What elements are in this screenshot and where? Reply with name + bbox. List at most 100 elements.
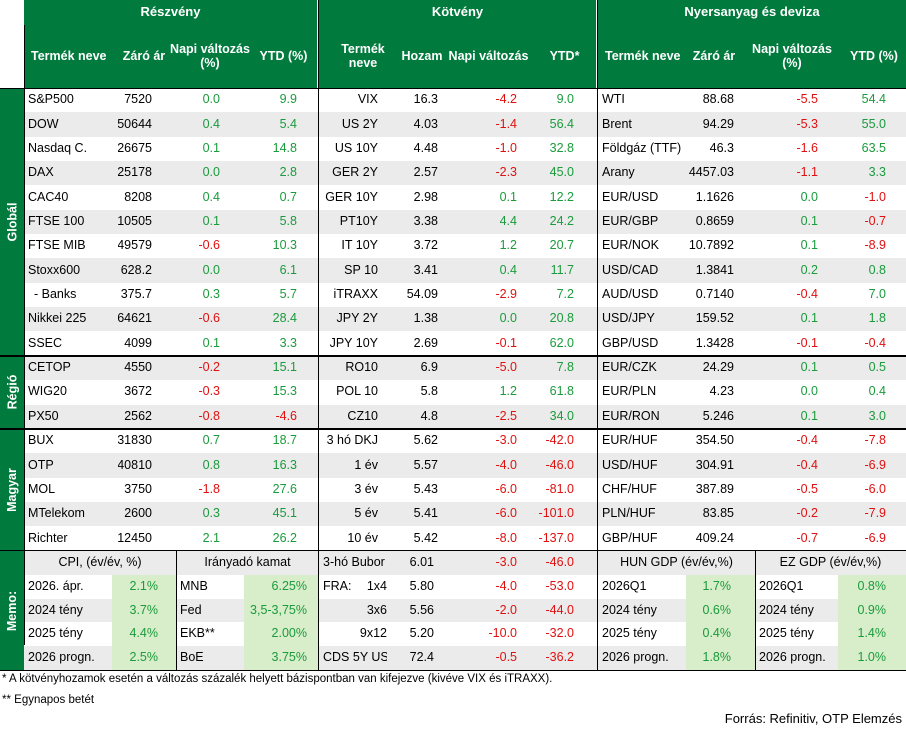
memo-bond-sublabel bbox=[340, 646, 390, 670]
share-value: 4099 bbox=[124, 335, 152, 350]
share-value: 0.8 bbox=[202, 457, 220, 472]
bond-value: -4.0 bbox=[495, 457, 517, 472]
bond-value: -4.2 bbox=[495, 92, 517, 107]
commodity-value: 94.29 bbox=[702, 116, 734, 131]
share-value: 4550 bbox=[124, 360, 152, 375]
share-name: Nikkei 225 bbox=[28, 311, 87, 326]
bond-value: 20.8 bbox=[549, 311, 574, 326]
bond-value: 2.98 bbox=[413, 189, 438, 204]
ez-gdp-value: 0.8% bbox=[838, 574, 906, 599]
rate-value: 3.75% bbox=[244, 646, 319, 670]
commodity-value: 0.0 bbox=[800, 384, 818, 399]
memo-bond-value: 72.4 bbox=[409, 650, 434, 665]
row-divider bbox=[0, 87, 906, 89]
bond-value: 16.3 bbox=[413, 92, 438, 107]
ez-gdp-label: 2024 tény bbox=[759, 602, 814, 617]
commodity-value: -0.7 bbox=[864, 214, 886, 229]
bond-value: 0.0 bbox=[499, 311, 517, 326]
memo-bond-sublabel: 9x12 bbox=[359, 626, 387, 641]
share-value: 45.1 bbox=[272, 506, 297, 521]
bond-name: US 10Y bbox=[334, 140, 378, 155]
commodity-value: 46.3 bbox=[709, 140, 734, 155]
table-bottom-line bbox=[0, 670, 906, 671]
commodity-value: 0.5 bbox=[868, 360, 886, 375]
share-value: 375.7 bbox=[120, 287, 152, 302]
footnote: ** Egynapos betét bbox=[2, 694, 95, 706]
memo-bond-ytd: -32.0 bbox=[545, 626, 575, 641]
rate-header: Irányadó kamat bbox=[204, 555, 291, 570]
commodity-name: Arany bbox=[602, 165, 635, 180]
commodity-value: -0.4 bbox=[796, 287, 818, 302]
share-value: -0.3 bbox=[198, 384, 220, 399]
share-value: 2562 bbox=[124, 408, 152, 423]
bond-value: 1.38 bbox=[413, 311, 438, 326]
bond-value: -2.3 bbox=[495, 165, 517, 180]
column-divider bbox=[23, 25, 25, 645]
bond-name: GER 2Y bbox=[332, 165, 378, 180]
share-value: 28.4 bbox=[272, 311, 297, 326]
share-value: -0.6 bbox=[198, 238, 220, 253]
bond-value: -2.9 bbox=[495, 287, 517, 302]
ez-gdp-value: 1.4% bbox=[838, 622, 906, 647]
commodity-value: -1.0 bbox=[864, 189, 886, 204]
bond-name: GER 10Y bbox=[325, 189, 378, 204]
column-header-commodities-2: Napi változás (%) bbox=[742, 25, 842, 88]
commodity-value: 24.29 bbox=[702, 360, 734, 375]
footnote: * A kötvényhozamok esetén a változás szá… bbox=[2, 673, 553, 685]
share-value: 26.2 bbox=[272, 530, 297, 545]
memo-bond-value: 6.01 bbox=[409, 555, 434, 570]
rate-label: EKB** bbox=[180, 626, 215, 641]
bond-name: JPY 10Y bbox=[329, 335, 378, 350]
share-value: 26675 bbox=[118, 140, 152, 155]
share-value: 0.1 bbox=[202, 140, 220, 155]
side-label-text: Magyar bbox=[5, 467, 19, 512]
share-value: 5.4 bbox=[279, 116, 297, 131]
bond-name: 1 év bbox=[354, 457, 378, 472]
commodity-value: 1.1626 bbox=[695, 189, 734, 204]
memo-bond-ytd: -36.2 bbox=[545, 650, 575, 665]
column-header-shares-1: Záró ár bbox=[118, 25, 170, 88]
share-value: 0.3 bbox=[202, 287, 220, 302]
share-name: DOW bbox=[28, 116, 59, 131]
share-name: Stoxx600 bbox=[28, 262, 81, 277]
memo-bond-ytd: -53.0 bbox=[545, 578, 575, 593]
column-divider bbox=[317, 0, 319, 670]
column-header-bonds-0: Termék neve bbox=[319, 25, 400, 88]
rate-label: BoE bbox=[180, 650, 204, 665]
share-value: -0.8 bbox=[198, 408, 220, 423]
share-value: 5.7 bbox=[279, 287, 297, 302]
row-divider bbox=[0, 355, 906, 357]
bond-value: 34.0 bbox=[549, 408, 574, 423]
column-header-commodities-0: Termék neve bbox=[598, 25, 686, 88]
commodity-value: 304.91 bbox=[695, 457, 734, 472]
bond-value: 7.8 bbox=[556, 360, 574, 375]
share-value: -0.6 bbox=[198, 311, 220, 326]
cpi-value: 2.5% bbox=[112, 646, 176, 670]
bond-value: 1.2 bbox=[499, 384, 517, 399]
bond-name: 10 év bbox=[347, 530, 378, 545]
share-value: 0.7 bbox=[279, 189, 297, 204]
commodity-name: GBP/HUF bbox=[602, 530, 658, 545]
bond-value: 3.41 bbox=[413, 262, 438, 277]
commodity-value: 0.4 bbox=[868, 384, 886, 399]
share-name: OTP bbox=[28, 457, 54, 472]
share-value: 15.1 bbox=[272, 360, 297, 375]
bond-value: 0.4 bbox=[499, 262, 517, 277]
bond-value: 32.8 bbox=[549, 140, 574, 155]
share-value: 0.0 bbox=[202, 92, 220, 107]
commodity-value: -1.1 bbox=[796, 165, 818, 180]
commodity-name: Földgáz (TTF) bbox=[602, 140, 682, 155]
commodity-value: 3.0 bbox=[868, 408, 886, 423]
bond-value: -1.4 bbox=[495, 116, 517, 131]
commodity-name: AUD/USD bbox=[602, 287, 659, 302]
share-name: PX50 bbox=[28, 408, 59, 423]
share-name: WIG20 bbox=[28, 384, 67, 399]
commodity-value: -7.9 bbox=[864, 506, 886, 521]
commodity-value: -6.9 bbox=[864, 530, 886, 545]
hun-gdp-label: 2025 tény bbox=[602, 626, 657, 641]
share-value: 0.1 bbox=[202, 335, 220, 350]
share-value: 7520 bbox=[124, 92, 152, 107]
rate-value: 2.00% bbox=[244, 622, 319, 647]
commodity-value: 159.52 bbox=[695, 311, 734, 326]
